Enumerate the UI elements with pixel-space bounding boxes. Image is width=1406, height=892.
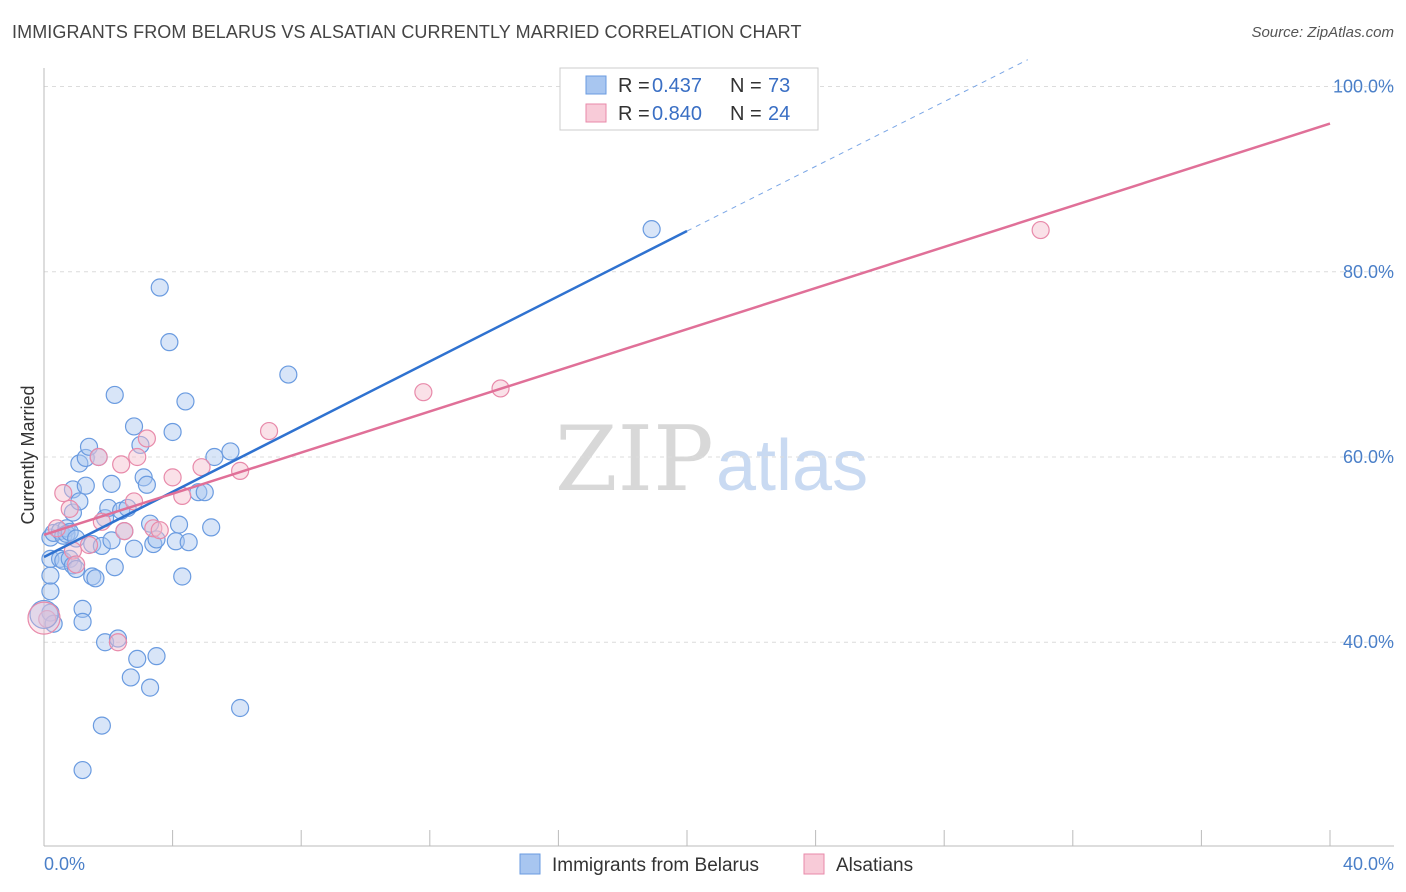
legend-r-value-1: 0.840 bbox=[652, 103, 702, 125]
legend-n-value-1: 24 bbox=[768, 103, 790, 125]
alsatians-point-2 bbox=[54, 484, 73, 503]
belarus-trend-extension bbox=[686, 59, 1029, 232]
data-points bbox=[27, 220, 1050, 780]
legend-n-value-0: 73 bbox=[768, 75, 790, 97]
bottom-legend-swatch-belarus bbox=[519, 853, 541, 875]
legend-n-label-0: N = bbox=[730, 75, 762, 97]
belarus-edge-point bbox=[29, 599, 59, 630]
y-tick-label-3: 100.0% bbox=[1333, 77, 1394, 97]
alsatians-point-11 bbox=[115, 521, 134, 541]
alsatians-point-5 bbox=[67, 555, 86, 574]
belarus-point-46 bbox=[124, 417, 144, 436]
belarus-point-63 bbox=[176, 392, 195, 411]
belarus-point-71 bbox=[279, 365, 298, 384]
belarus-point-59 bbox=[163, 422, 182, 442]
stats-legend: R = 0.437 N = 73 R = 0.840 N = 24 bbox=[559, 67, 819, 131]
belarus-point-58 bbox=[160, 333, 179, 352]
belarus-point-32 bbox=[92, 716, 111, 735]
belarus-trend-line bbox=[43, 229, 688, 559]
belarus-point-61 bbox=[169, 515, 189, 534]
alsatians-point-15 bbox=[144, 519, 163, 538]
belarus-point-24 bbox=[76, 448, 95, 468]
belarus-point-38 bbox=[102, 474, 121, 493]
bottom-legend-swatch-alsatians bbox=[803, 853, 825, 875]
belarus-point-40 bbox=[105, 558, 124, 577]
belarus-point-1 bbox=[41, 582, 60, 601]
belarus-point-47 bbox=[124, 539, 144, 558]
belarus-point-29 bbox=[86, 569, 105, 588]
y-axis-label: Currently Married bbox=[18, 385, 38, 524]
alsatians-point-21 bbox=[259, 421, 279, 441]
alsatians-point-19 bbox=[192, 458, 211, 477]
belarus-point-23 bbox=[73, 612, 92, 631]
belarus-point-56 bbox=[147, 647, 166, 666]
belarus-point-70 bbox=[231, 698, 250, 718]
alsatians-edge-point bbox=[27, 601, 61, 635]
alsatians-point-24 bbox=[1031, 220, 1050, 240]
alsatians-point-14 bbox=[137, 429, 156, 448]
x-tick-labels: 0.0% 40.0% bbox=[44, 854, 1394, 874]
alsatians-point-17 bbox=[163, 468, 182, 487]
belarus-point-67 bbox=[202, 518, 221, 537]
belarus-point-72 bbox=[642, 220, 661, 239]
bottom-legend-label-alsatians: Alsatians bbox=[836, 855, 913, 876]
legend-swatch-alsatians bbox=[585, 103, 607, 123]
x-tick-label-1: 40.0% bbox=[1343, 854, 1394, 874]
belarus-point-20 bbox=[70, 492, 89, 511]
legend-r-label-0: R = bbox=[618, 75, 650, 97]
series-legend: Immigrants from Belarus Alsatians bbox=[519, 853, 913, 876]
belarus-point-69 bbox=[221, 442, 240, 461]
alsatians-point-16 bbox=[150, 521, 169, 540]
source-label: Source: ZipAtlas.com bbox=[1251, 24, 1394, 41]
y-tick-label-1: 60.0% bbox=[1343, 447, 1394, 467]
belarus-point-39 bbox=[105, 385, 124, 405]
belarus-point-64 bbox=[179, 533, 198, 552]
legend-n-label-1: N = bbox=[730, 103, 762, 125]
belarus-point-33 bbox=[73, 760, 92, 780]
watermark-zip: ZIP bbox=[555, 407, 714, 512]
belarus-point-49 bbox=[131, 435, 150, 455]
x-tick-label-0: 0.0% bbox=[44, 854, 85, 874]
belarus-point-45 bbox=[121, 668, 140, 687]
alsatians-point-10 bbox=[112, 455, 131, 474]
belarus-point-22 bbox=[73, 599, 92, 618]
belarus-point-2 bbox=[41, 566, 60, 585]
alsatians-trend-line bbox=[43, 122, 1331, 536]
alsatians-point-9 bbox=[108, 633, 128, 652]
belarus-point-57 bbox=[150, 278, 169, 297]
belarus-point-48 bbox=[128, 649, 147, 669]
belarus-point-28 bbox=[83, 567, 102, 586]
y-tick-label-2: 80.0% bbox=[1343, 262, 1394, 282]
y-tick-labels: 40.0% 60.0% 80.0% 100.0% bbox=[1333, 77, 1394, 653]
belarus-point-68 bbox=[205, 447, 224, 467]
trend-lines bbox=[43, 59, 1331, 559]
legend-swatch-belarus bbox=[585, 75, 607, 95]
legend-r-value-0: 0.437 bbox=[652, 75, 702, 97]
belarus-point-37 bbox=[102, 531, 121, 550]
alsatians-point-22 bbox=[414, 383, 433, 402]
belarus-point-62 bbox=[173, 567, 192, 586]
belarus-point-31 bbox=[92, 536, 111, 556]
alsatians-point-6 bbox=[79, 535, 99, 555]
legend-r-label-1: R = bbox=[618, 103, 650, 125]
belarus-point-19 bbox=[67, 559, 86, 579]
chart-title: IMMIGRANTS FROM BELARUS VS ALSATIAN CURR… bbox=[12, 22, 802, 42]
grid bbox=[44, 86, 1394, 643]
alsatians-point-13 bbox=[128, 447, 147, 467]
belarus-point-51 bbox=[137, 475, 156, 494]
alsatians-point-7 bbox=[89, 447, 108, 467]
bottom-legend-label-belarus: Immigrants from Belarus bbox=[552, 855, 759, 876]
belarus-point-25 bbox=[76, 476, 95, 495]
y-tick-label-0: 40.0% bbox=[1343, 632, 1394, 652]
alsatians-point-3 bbox=[60, 499, 79, 518]
axes bbox=[43, 68, 1394, 847]
watermark-atlas: atlas bbox=[716, 426, 868, 506]
belarus-point-52 bbox=[140, 678, 160, 697]
